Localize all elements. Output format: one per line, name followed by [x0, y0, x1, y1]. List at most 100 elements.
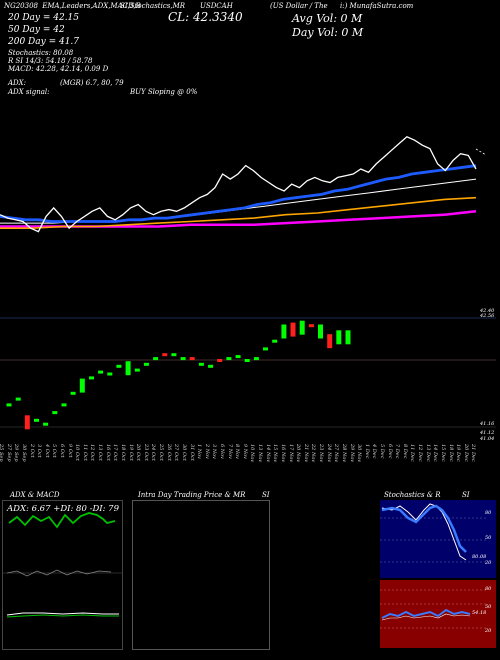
candle	[43, 422, 49, 426]
date-tick-label: 27 Nov	[333, 444, 340, 463]
candle	[15, 397, 21, 401]
date-tick-label: 3 Oct	[36, 444, 43, 458]
adx-values: ADX: 6.67 +DI: 80 -DI: 79	[7, 504, 120, 514]
rsi-value-label: 54.18	[472, 610, 486, 616]
date-tick-label: 5 Oct	[51, 444, 58, 458]
ema200-label: 200 Day = 41.7	[8, 37, 80, 47]
date-tick-label: 9 Nov	[241, 444, 248, 459]
candle	[116, 364, 122, 368]
candle	[253, 357, 259, 361]
date-tick-label: 25 Oct	[158, 444, 164, 461]
date-tick-label: 29 Nov	[348, 444, 355, 463]
avg-volume: Avg Vol: 0 M	[292, 12, 363, 25]
header-indicators-a: EMA,Leaders,ADX,MACD,B	[42, 2, 141, 10]
date-tick-label: 4 Dec	[371, 444, 378, 459]
adx-plus-di-line	[8, 512, 116, 529]
date-tick-label: 30 Oct	[180, 444, 187, 461]
candle	[98, 370, 104, 374]
rsi-signal-line	[381, 613, 471, 621]
date-tick-label: 8 Nov	[234, 444, 241, 459]
rsi-panel: 54.18	[380, 580, 496, 648]
adx-chart	[3, 512, 122, 618]
price-axis-label: 41.04	[480, 436, 495, 442]
rsi-chart: 54.18	[380, 589, 486, 629]
date-tick-label: 11 Oct	[81, 444, 88, 461]
adx-macd-panel: ADX: 6.67 +DI: 80 -DI: 79	[2, 500, 123, 650]
macd-label: MACD: 42.28, 42.14, 0.09 D	[8, 65, 109, 73]
date-tick-label: 23 Nov	[318, 444, 324, 463]
date-tick-label: 5 Dec	[379, 444, 385, 459]
candle	[327, 334, 333, 349]
date-tick-label: 22 Nov	[310, 444, 317, 463]
date-tick-label: 27 Oct	[173, 444, 180, 461]
date-tick-label: 2 Nov	[203, 444, 210, 459]
header-line: NG20308 EMA,Leaders,ADX,MACD,B	[4, 2, 141, 10]
candle	[281, 324, 287, 339]
candle	[6, 403, 12, 407]
date-tick-label: 12 Dec	[417, 444, 423, 462]
header-symbol-code: NG20308	[4, 2, 38, 10]
candle	[217, 359, 223, 362]
candle	[180, 357, 186, 361]
date-tick-label: 11 Dec	[409, 444, 416, 462]
date-tick-label: 16 Oct	[104, 444, 111, 461]
date-tick-label: 20 Dec	[462, 444, 469, 462]
date-tick-label: 13 Dec	[424, 444, 431, 462]
rsi-label: R SI 14/3: 54.18 / 58.78	[8, 57, 93, 65]
stoch-panel-title: Stochastics & R	[384, 491, 441, 499]
date-tick-label: 30 Nov	[356, 444, 363, 463]
header-site: i:) MunafaSutra.com	[340, 2, 414, 10]
candle	[318, 324, 323, 339]
candle	[235, 355, 241, 359]
rsi-line	[381, 608, 471, 619]
date-tick-label: 19 Oct	[127, 444, 134, 461]
intraday-panel-title: Intra Day Trading Price & MR	[138, 491, 246, 499]
adx-panel-title: ADX & MACD	[10, 491, 60, 499]
date-tick-label: 1 Nov	[196, 444, 203, 459]
header-indicators-b: SI,Stochastics,MR	[120, 2, 186, 10]
date-tick-label: 20 Nov	[295, 444, 302, 463]
mgr-label: (MGR) 6.7, 80, 79	[60, 79, 124, 87]
ema20-line	[0, 164, 477, 223]
close-label: CL: 42.3340	[168, 10, 243, 24]
date-tick-label: 27 Sep	[5, 444, 12, 462]
date-axis: 25 Sep 27 Sep 29 Sep 30 Sep 2 Oct 3 Oct 4 Oct 5…	[0, 444, 490, 484]
price-line	[0, 136, 477, 233]
date-tick-label: 15 Dec	[439, 444, 446, 462]
ema50-label: 50 Day = 42	[8, 25, 65, 35]
date-tick-label: 28 Nov	[340, 444, 347, 463]
buy-signal-label: BUY Sloping @ 0%	[130, 88, 198, 96]
stochastics-label: Stochastics: 80.08	[8, 49, 74, 57]
date-tick-label: 1 Dec	[363, 444, 370, 459]
macd-signal-line	[6, 614, 119, 618]
date-tick-label: 25 Sep	[0, 444, 4, 462]
date-tick-label: 17 Nov	[287, 444, 294, 463]
ema20-label: 20 Day = 42.15	[8, 13, 80, 23]
date-tick-label: 7 Dec	[394, 444, 401, 459]
date-tick-label: 24 Oct	[150, 444, 157, 461]
macd-line	[6, 612, 119, 616]
stoch-axis-50: 50	[485, 535, 492, 541]
candle	[208, 364, 214, 368]
candle	[272, 339, 278, 343]
date-tick-label: 13 Oct	[97, 444, 103, 461]
stoch-axis-20: 20	[485, 560, 492, 566]
stochastics-chart: 80.08	[380, 503, 486, 563]
candle	[189, 357, 195, 361]
candle	[34, 418, 39, 422]
candle	[143, 362, 149, 366]
candle	[244, 359, 250, 362]
date-tick-label: 14 Dec	[432, 444, 439, 462]
date-tick-label: 26 Oct	[165, 444, 172, 461]
date-tick-label: 24 Nov	[325, 444, 332, 463]
date-tick-label: 7 Nov	[226, 444, 233, 459]
date-tick-label: 8 Dec	[401, 444, 408, 459]
candle	[79, 378, 85, 393]
rsi-axis-50: 50	[485, 604, 492, 610]
date-tick-label: 18 Oct	[119, 444, 126, 461]
date-tick-label: 3 Nov	[211, 444, 218, 459]
candle	[308, 324, 314, 328]
date-tick-label: 2 Oct	[28, 444, 35, 458]
candle	[198, 362, 204, 366]
date-tick-label: 17 Oct	[112, 444, 119, 461]
